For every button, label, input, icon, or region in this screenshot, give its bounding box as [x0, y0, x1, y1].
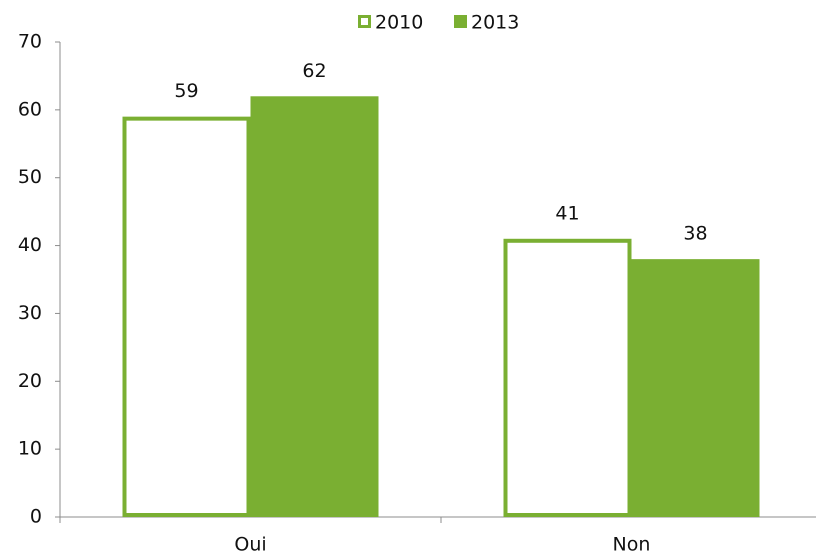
legend-swatch: [358, 15, 371, 28]
bar: [631, 259, 760, 517]
y-tick-label: 0: [30, 506, 42, 528]
value-label: 62: [302, 60, 326, 82]
value-label: 41: [555, 202, 579, 224]
bar: [122, 116, 251, 518]
y-tick-label: 70: [18, 31, 42, 53]
legend-label: 2013: [471, 12, 519, 34]
value-label: 59: [174, 80, 198, 102]
y-tick-label: 10: [18, 438, 42, 460]
x-tick-label: Oui: [234, 534, 266, 556]
y-tick-label: 40: [18, 234, 42, 256]
value-label: 38: [683, 223, 707, 245]
y-tick-label: 30: [18, 302, 42, 324]
y-tick-label: 60: [18, 98, 42, 120]
legend-label: 2010: [375, 12, 423, 34]
y-tick-label: 50: [18, 166, 42, 188]
y-tick-label: 20: [18, 370, 42, 392]
x-tick-label: Non: [613, 534, 651, 556]
bar: [503, 238, 632, 518]
bar: [250, 96, 379, 518]
legend-swatch: [454, 15, 467, 28]
